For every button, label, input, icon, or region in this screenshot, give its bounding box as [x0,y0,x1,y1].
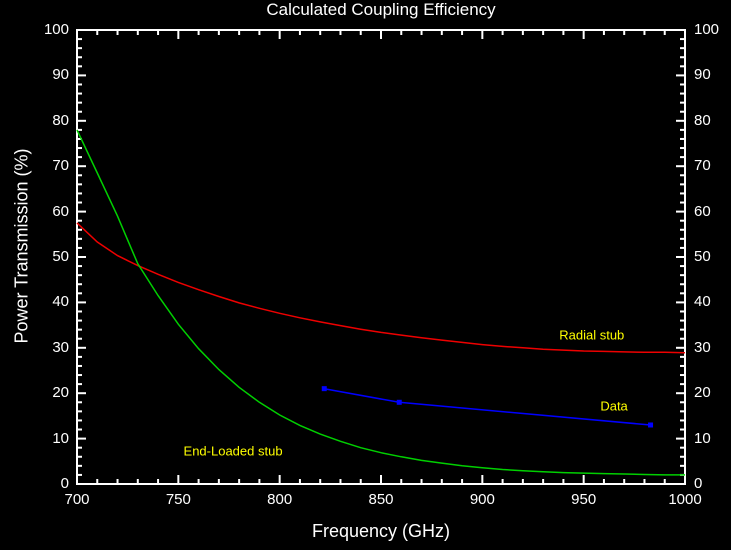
y-tick-label-right: 60 [694,202,711,220]
y-tick-label-left: 20 [52,384,69,402]
y-tick-label-left: 50 [52,248,69,265]
y-tick-label-right: 100 [694,21,720,38]
x-tick-label: 700 [64,491,90,508]
series-label-end-loaded-stub: End-Loaded stub [183,443,283,459]
y-tick-label-left: 10 [52,429,69,447]
x-tick-label: 950 [571,491,597,508]
x-axis-title: Frequency (GHz) [311,521,451,541]
y-tick-label-right: 20 [694,384,711,402]
y-tick-label-right: 10 [694,429,711,447]
x-tick-label: 1000 [668,491,702,508]
y-tick-label-left: 90 [52,66,69,84]
y-tick-label-right: 80 [694,111,711,129]
y-tick-label-left: 60 [52,202,69,220]
series-line-radial-stub [76,222,686,354]
y-tick-label-left: 30 [52,338,69,356]
x-tick-label: 750 [165,491,191,508]
y-tick-label-right: 90 [694,66,711,84]
x-tick-label: 900 [469,491,495,508]
series-marker-data [396,399,402,405]
chart-title: Calculated Coupling Efficiency [266,0,496,19]
x-tick-label: 850 [368,491,394,508]
series-marker-data [321,386,327,392]
y-tick-label-left: 0 [60,475,69,492]
y-tick-label-right: 30 [694,338,711,356]
series-line-end-loaded-stub [76,129,685,476]
y-tick-label-right: 40 [694,293,711,311]
y-tick-label-left: 80 [52,111,69,129]
y-tick-label-right: 0 [694,475,703,492]
y-tick-label-left: 40 [52,293,69,311]
series-label-data: Data [600,398,628,414]
x-tick-label: 800 [267,491,293,508]
y-tick-label-left: 100 [43,21,69,38]
y-tick-label-right: 50 [694,248,711,265]
series-marker-data [648,422,654,428]
y-tick-label-right: 70 [694,157,711,175]
plot-frame [76,29,686,485]
series-label-radial-stub: Radial stub [559,327,625,343]
y-tick-label-left: 70 [52,157,69,175]
